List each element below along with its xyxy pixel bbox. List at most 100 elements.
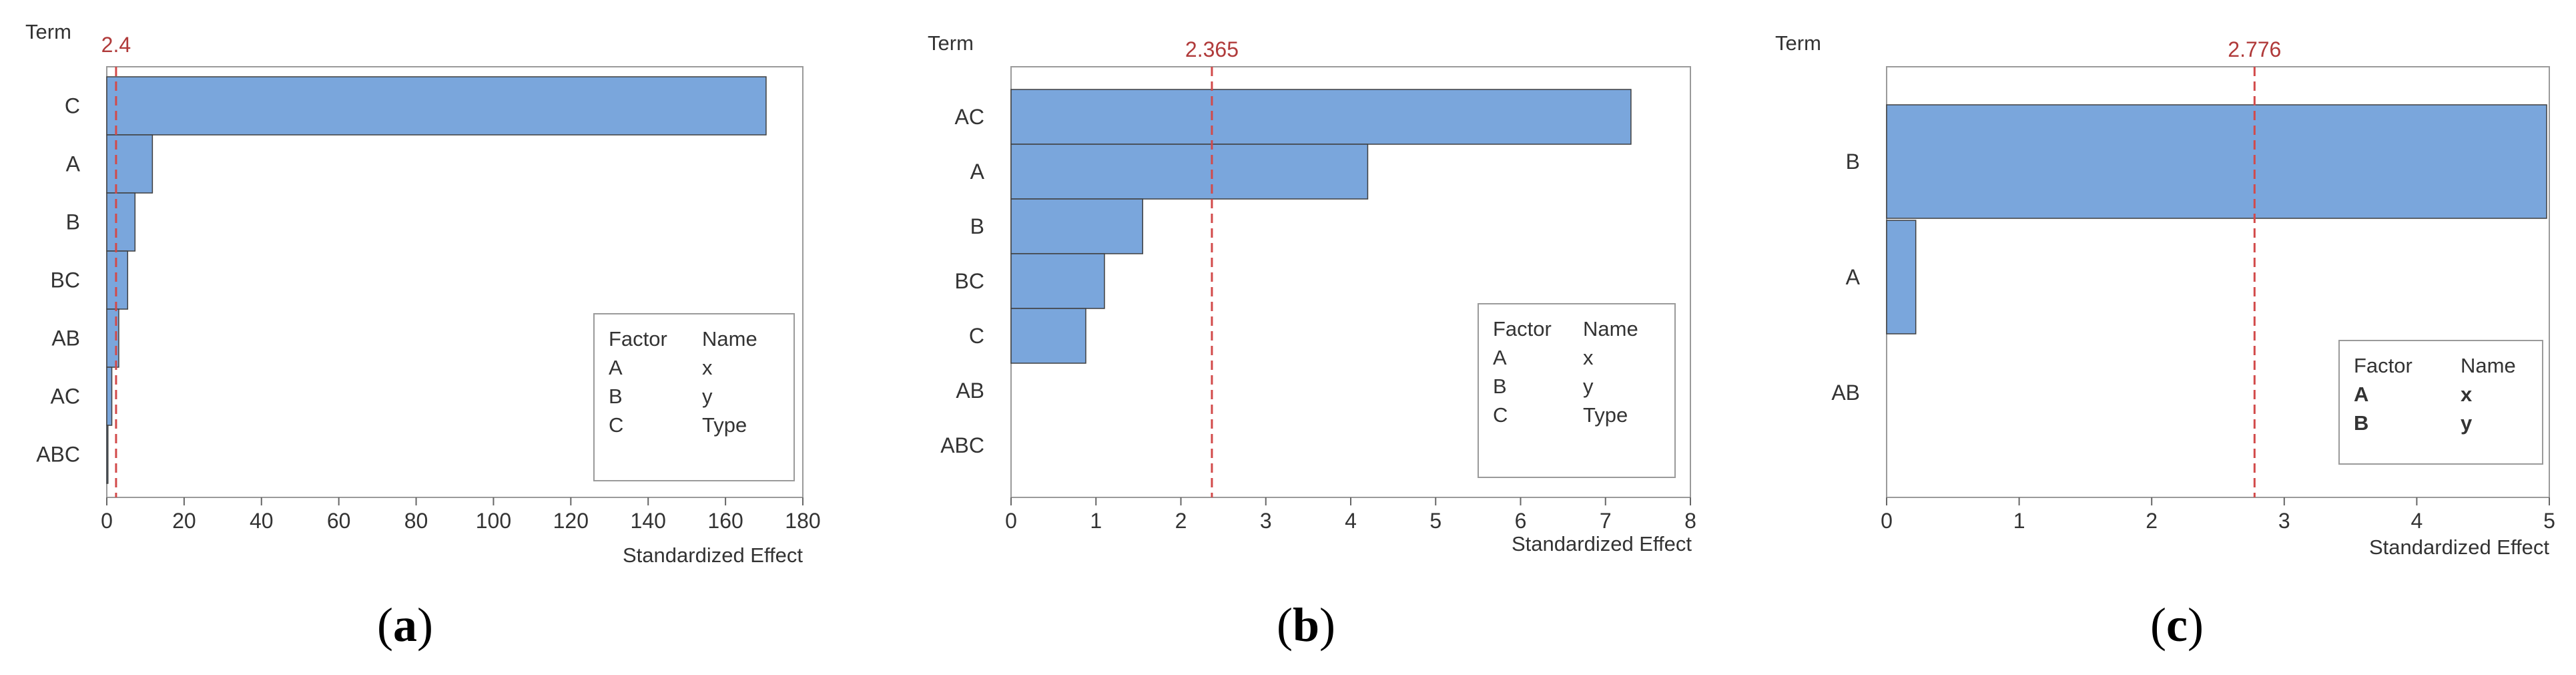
x-tick-label-b-8: 8: [1684, 509, 1696, 533]
legend-factor-b-B: B: [1493, 375, 1507, 398]
x-tick-label-a-0: 0: [101, 509, 113, 533]
category-label-c-B: B: [1846, 150, 1860, 174]
x-axis-title-c: Standardized Effect: [2369, 535, 2549, 559]
legend-name-a-C: Type: [702, 413, 747, 437]
bar-c-B: [1886, 104, 2547, 219]
x-tick-label-a-20: 20: [172, 509, 196, 533]
caption-label-a: a: [392, 598, 417, 652]
category-label-a-BC: BC: [51, 268, 80, 292]
x-tick-label-a-180: 180: [785, 509, 820, 533]
category-label-b-A: A: [970, 160, 985, 184]
category-label-c-AB: AB: [1831, 381, 1860, 405]
caption-label-c: c: [2166, 598, 2188, 652]
category-label-a-ABC: ABC: [36, 443, 80, 467]
x-tick-label-b-0: 0: [1005, 509, 1017, 533]
legend-name-a-A: x: [702, 356, 713, 379]
legend-name-b-A: x: [1583, 346, 1594, 369]
chart-panel-a: C A B BC AB AC ABC 2.4 0 20 40 60 80 100 120 140 160 180 T…: [0, 0, 861, 675]
x-tick-label-a-100: 100: [476, 509, 511, 533]
y-axis-title-b: Term: [928, 31, 974, 55]
bar-b-BC: [1010, 253, 1105, 309]
x-tick-label-a-160: 160: [707, 509, 743, 533]
legend-factor-a-A: A: [609, 356, 623, 379]
x-tick-label-b-7: 7: [1600, 509, 1612, 533]
bar-b-C: [1010, 308, 1086, 364]
category-label-b-C: C: [969, 324, 984, 348]
bar-b-AC: [1010, 89, 1632, 145]
bar-a-AC: [106, 367, 113, 426]
category-label-b-ABC: ABC: [940, 433, 984, 457]
x-tick-label-c-3: 3: [2278, 509, 2290, 533]
legend-name-b-C: Type: [1583, 403, 1628, 427]
x-tick-label-c-4: 4: [2411, 509, 2423, 533]
category-label-b-AC: AC: [955, 105, 984, 129]
x-tick-label-c-2: 2: [2146, 509, 2158, 533]
x-tick-label-c-1: 1: [2013, 509, 2025, 533]
category-label-a-AC: AC: [51, 385, 80, 409]
caption-a: (a): [377, 598, 433, 652]
category-label-a-C: C: [65, 94, 80, 118]
x-tick-label-c-5: 5: [2543, 509, 2555, 533]
bar-a-A: [106, 134, 153, 194]
legend-name-c-B: y: [2461, 411, 2473, 435]
category-label-b-BC: BC: [955, 269, 984, 293]
category-label-b-AB: AB: [956, 379, 984, 403]
chart-panel-c: B A AB 2.776 0 1 2 3 4 5 Term Standardized Effect Fa…: [1722, 0, 2576, 675]
x-tick-label-a-60: 60: [327, 509, 351, 533]
bar-a-ABC: [106, 425, 109, 484]
y-axis-title-c: Term: [1775, 31, 1821, 55]
reference-label-a: 2.4: [101, 33, 131, 57]
legend-header-name-c: Name: [2461, 354, 2516, 377]
x-tick-label-c-0: 0: [1881, 509, 1893, 533]
category-label-c-A: A: [1846, 265, 1861, 289]
chart-panel-b: AC A B BC C AB ABC 2.365 0 1 2 3 4 5 6 7 8 Term Standardiz…: [861, 0, 1722, 675]
legend-header-factor-c: Factor: [2354, 354, 2412, 377]
legend-name-a-B: y: [702, 385, 713, 408]
legend-factor-a-B: B: [609, 385, 623, 408]
bar-b-A: [1010, 144, 1369, 200]
x-tick-label-b-5: 5: [1429, 509, 1441, 533]
caption-label-b: b: [1292, 598, 1320, 652]
legend-factor-b-A: A: [1493, 346, 1507, 369]
bar-a-B: [106, 192, 136, 252]
legend-box-c: [2338, 340, 2543, 465]
x-tick-label-b-6: 6: [1515, 509, 1527, 533]
category-label-a-AB: AB: [51, 326, 80, 351]
reference-label-b: 2.365: [1185, 37, 1239, 61]
x-axis-title-b: Standardized Effect: [1512, 532, 1692, 555]
legend-factor-c-A: A: [2354, 383, 2368, 406]
legend-header-factor-a: Factor: [609, 327, 667, 351]
legend-name-c-A: x: [2461, 383, 2473, 406]
bar-c-A: [1886, 220, 1917, 334]
x-tick-label-a-120: 120: [553, 509, 589, 533]
legend-box-b: [1478, 303, 1676, 478]
legend-header-name-b: Name: [1583, 317, 1638, 341]
legend-factor-a-C: C: [609, 413, 623, 437]
category-label-b-B: B: [970, 214, 984, 238]
bar-b-B: [1010, 198, 1143, 254]
x-tick-label-a-80: 80: [404, 509, 428, 533]
x-tick-label-a-40: 40: [250, 509, 274, 533]
legend-factor-c-B: B: [2354, 411, 2368, 435]
caption-c: (c): [2150, 598, 2204, 652]
legend-header-factor-b: Factor: [1493, 317, 1552, 341]
caption-b: (b): [1277, 598, 1336, 652]
bar-a-BC: [106, 250, 129, 310]
x-tick-label-b-4: 4: [1345, 509, 1357, 533]
x-tick-label-b-2: 2: [1175, 509, 1187, 533]
legend-box-a: [593, 313, 795, 481]
legend-name-b-B: y: [1583, 375, 1594, 398]
x-axis-title-a: Standardized Effect: [623, 543, 803, 567]
x-tick-label-a-140: 140: [631, 509, 666, 533]
category-label-a-B: B: [66, 210, 80, 234]
category-label-a-A: A: [66, 152, 81, 176]
x-tick-label-b-3: 3: [1260, 509, 1272, 533]
reference-label-c: 2.776: [2228, 37, 2281, 61]
legend-header-name-a: Name: [702, 327, 757, 351]
y-axis-title-a: Term: [25, 20, 71, 43]
x-tick-label-b-1: 1: [1090, 509, 1102, 533]
bar-a-C: [106, 76, 767, 136]
